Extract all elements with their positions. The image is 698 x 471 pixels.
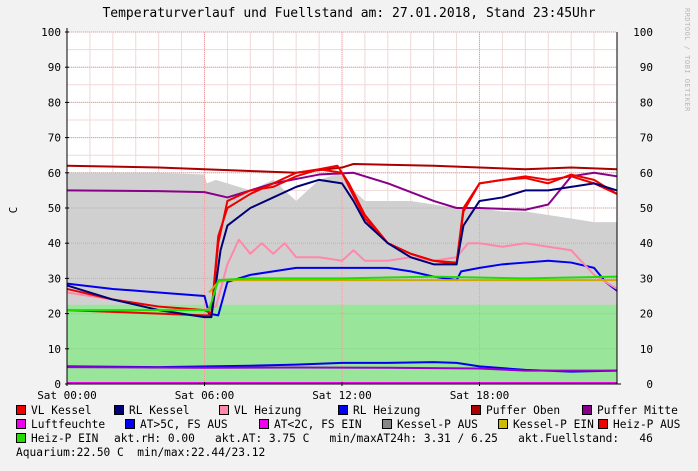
legend-item-kessel-p-ein: Kessel-P EIN	[498, 418, 594, 431]
legend-label: RL Heizung	[353, 404, 421, 417]
legend-label: Kessel-P EIN	[513, 418, 594, 431]
y-tick-label-right: 80	[640, 96, 653, 109]
legend-label: AT>5C, FS AUS	[140, 418, 228, 431]
series-line-puffer-mitte	[66, 171, 618, 211]
legend-item-heiz-p-aus: Heiz-P AUS	[598, 418, 680, 431]
x-tick-label: Sat 00:00	[37, 389, 97, 402]
legend-item-puffer-mitte: Puffer Mitte	[582, 404, 678, 417]
x-tick-label: Sat 18:00	[450, 389, 510, 402]
legend-swatch	[582, 405, 592, 415]
y-tick-label-right: 50	[640, 202, 653, 215]
legend-item-at-below-2c: AT<2C, FS EIN	[259, 418, 362, 431]
x-tick-label: Sat 12:00	[312, 389, 372, 402]
y-tick-label: 40	[48, 237, 61, 250]
legend-label: Puffer Oben	[486, 404, 561, 417]
legend-swatch	[498, 419, 508, 429]
x-tick-label: Sat 06:00	[175, 389, 235, 402]
y-tick-label: 0	[54, 378, 61, 391]
legend-label: AT<2C, FS EIN	[274, 418, 362, 431]
legend-label: VL Kessel	[31, 404, 92, 417]
legend-label: Heiz-P AUS	[613, 418, 681, 431]
y-tick-label: 80	[48, 96, 61, 109]
series-line-rl-kessel	[66, 178, 618, 319]
legend-item-rl-kessel: RL Kessel	[114, 404, 190, 417]
tick-labels: 0 0 10 10 20 20 30 30 40 40 50 50 60 60 70 70 80 80 90 90 10…	[37, 26, 653, 402]
chart-title: Temperaturverlauf und Fuellstand am: 27.…	[102, 6, 596, 21]
legend-label: Puffer Mitte	[597, 404, 678, 417]
y-tick-label: 10	[48, 343, 61, 356]
series-line-lower-purple	[66, 366, 617, 372]
legend-item-at-above-5c: AT>5C, FS AUS	[125, 418, 228, 431]
series-line-vl-heizung	[66, 238, 618, 312]
y-tick-label: 50	[48, 202, 61, 215]
legend-label: Kessel-P AUS	[397, 418, 478, 431]
line-series	[66, 163, 618, 384]
watermark: RRDTOOL / TOBI OETIKER	[683, 8, 691, 112]
legend-swatch	[16, 419, 26, 429]
y-tick-label: 20	[48, 308, 61, 321]
y-tick-label-right: 10	[640, 343, 653, 356]
y-tick-label-right: 20	[640, 308, 653, 321]
y-tick-label-right: 60	[640, 167, 653, 180]
y-axis-label: C	[7, 207, 20, 214]
y-tick-label-right: 90	[640, 61, 653, 74]
y-tick-label: 90	[48, 61, 61, 74]
series-line-puffer-oben	[66, 163, 618, 174]
legend-item-vl-heizung: VL Heizung	[219, 404, 301, 417]
legend-label: Luftfeuchte	[31, 418, 106, 431]
y-tick-label-right: 0	[646, 378, 653, 391]
y-tick-label-right: 100	[633, 26, 653, 39]
series-line-heiz-p-ein-line	[67, 275, 618, 312]
legend-swatch	[338, 405, 348, 415]
legend-swatch	[16, 405, 26, 415]
legend-item-heiz-p-ein: Heiz-P EIN	[16, 432, 98, 445]
y-tick-label: 70	[48, 132, 61, 145]
legend-label: VL Heizung	[234, 404, 302, 417]
y-tick-label-right: 70	[640, 132, 653, 145]
legend-label: Heiz-P EIN	[31, 432, 99, 445]
legend-item-puffer-oben: Puffer Oben	[471, 404, 560, 417]
legend-label: RL Kessel	[129, 404, 190, 417]
y-tick-label: 60	[48, 167, 61, 180]
y-tick-label-right: 30	[640, 272, 653, 285]
series-line-kessel-p-ein	[208, 279, 617, 294]
legend-swatch	[125, 419, 135, 429]
y-tick-label: 30	[48, 272, 61, 285]
aquarium-readings: Aquarium:22.50 C min/max:22.44/23.12	[16, 446, 266, 459]
legend-item-luftfeuchte: Luftfeuchte	[16, 418, 105, 431]
legend-swatch	[114, 405, 124, 415]
legend-swatch	[219, 405, 229, 415]
legend-swatch	[259, 419, 269, 429]
legend-item-kessel-p-aus: Kessel-P AUS	[382, 418, 478, 431]
legend-item-vl-kessel: VL Kessel	[16, 404, 92, 417]
y-tick-label: 100	[41, 26, 61, 39]
legend-item-rl-heizung: RL Heizung	[338, 404, 420, 417]
legend-swatch	[471, 405, 481, 415]
legend-swatch	[382, 419, 392, 429]
current-readings: akt.rH: 0.00 akt.AT: 3.75 C min/maxAT24h…	[114, 432, 653, 445]
legend-swatch	[16, 433, 26, 443]
axes	[66, 28, 621, 385]
y-tick-label-right: 40	[640, 237, 653, 250]
legend-swatch	[598, 419, 608, 429]
